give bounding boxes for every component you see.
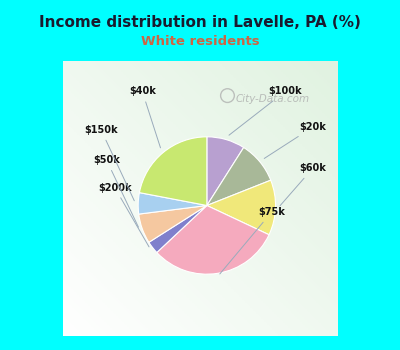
Wedge shape xyxy=(207,137,244,205)
Text: $20k: $20k xyxy=(264,122,326,159)
Text: White residents: White residents xyxy=(141,35,259,48)
Wedge shape xyxy=(149,205,207,252)
Text: $40k: $40k xyxy=(129,86,160,148)
Text: Income distribution in Lavelle, PA (%): Income distribution in Lavelle, PA (%) xyxy=(39,15,361,30)
Wedge shape xyxy=(157,205,269,274)
Text: $50k: $50k xyxy=(93,155,138,227)
Text: $200k: $200k xyxy=(98,183,149,247)
Text: $75k: $75k xyxy=(220,207,285,274)
Text: $100k: $100k xyxy=(229,86,302,135)
Text: $60k: $60k xyxy=(280,163,326,206)
Wedge shape xyxy=(139,205,207,242)
Text: City-Data.com: City-Data.com xyxy=(236,94,310,104)
Wedge shape xyxy=(138,193,207,214)
Wedge shape xyxy=(207,180,276,235)
Wedge shape xyxy=(139,137,207,205)
Text: $150k: $150k xyxy=(84,125,134,201)
Wedge shape xyxy=(207,147,271,205)
